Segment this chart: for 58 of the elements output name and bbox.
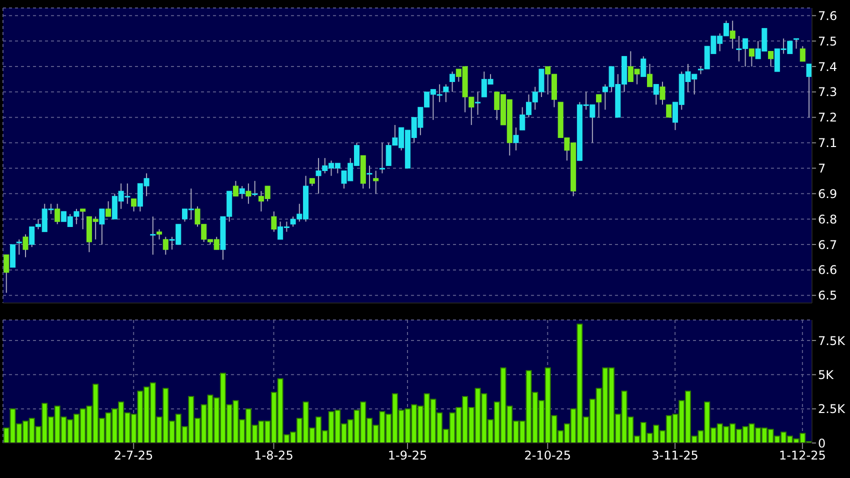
candlestick [730, 20, 736, 50]
y-tick-label: 6.7 [818, 238, 838, 252]
y-tick-label: 6.9 [818, 186, 838, 201]
x-tick-label: 1-8-25 [254, 448, 294, 463]
candlestick [666, 104, 672, 118]
y-tick-label: 7.5 [818, 34, 838, 48]
candlestick [373, 170, 379, 194]
y-tick-label: 7.4 [818, 60, 838, 74]
y-tick-label: 7.3 [818, 85, 838, 100]
y-tick-label: 7.2 [818, 110, 838, 125]
candlestick [232, 180, 238, 197]
candlestick [513, 127, 519, 151]
candlestick [379, 142, 385, 174]
y-tick-label: 5K [818, 368, 835, 382]
y-tick-label: 2.5K [818, 402, 846, 416]
candlestick [106, 200, 112, 218]
candlestick [10, 244, 16, 268]
candlestick [252, 180, 258, 197]
candlestick [271, 210, 277, 232]
y-tick-label: 7 [818, 161, 826, 176]
x-tick-label: 1-12-25 [779, 448, 826, 463]
candlestick [660, 81, 666, 106]
candlestick [647, 63, 653, 88]
candlestick [806, 63, 812, 118]
candlestick [640, 56, 646, 78]
candlestick [99, 208, 105, 246]
x-tick-label: 2-7-25 [114, 448, 154, 463]
candlestick [22, 234, 28, 258]
y-tick-label: 7.1 [818, 136, 838, 150]
candlestick [443, 84, 449, 103]
y-tick-label: 6.8 [818, 212, 838, 226]
candlestick [246, 182, 252, 204]
candlestick [4, 254, 10, 294]
y-tick-label: 7.6 [818, 8, 838, 23]
y-tick-label: 6.5 [818, 288, 838, 303]
y-tick-label: 7.5K [818, 334, 846, 348]
candlestick [162, 236, 168, 256]
candlestick [366, 165, 372, 190]
x-tick-label: 3-11-25 [652, 448, 698, 463]
candlestick [131, 198, 137, 212]
candlestick [475, 91, 481, 116]
candlestick [156, 228, 162, 240]
candlestick [450, 71, 456, 92]
candlestick [596, 94, 602, 118]
candlestick [800, 46, 806, 62]
candlestick [54, 203, 60, 225]
candlestick [80, 208, 86, 230]
y-tick-label: 0 [818, 436, 826, 450]
y-tick-label: 6.6 [818, 263, 838, 278]
candlestick [768, 50, 774, 67]
candlestick [239, 186, 245, 200]
candlestick [150, 216, 156, 256]
candlestick [653, 84, 659, 106]
x-tick-label: 2-10-25 [524, 448, 572, 463]
candlestick [16, 238, 22, 256]
candlestick [748, 48, 754, 67]
x-tick-label: 1-9-25 [388, 448, 428, 463]
candlestick [794, 38, 800, 50]
